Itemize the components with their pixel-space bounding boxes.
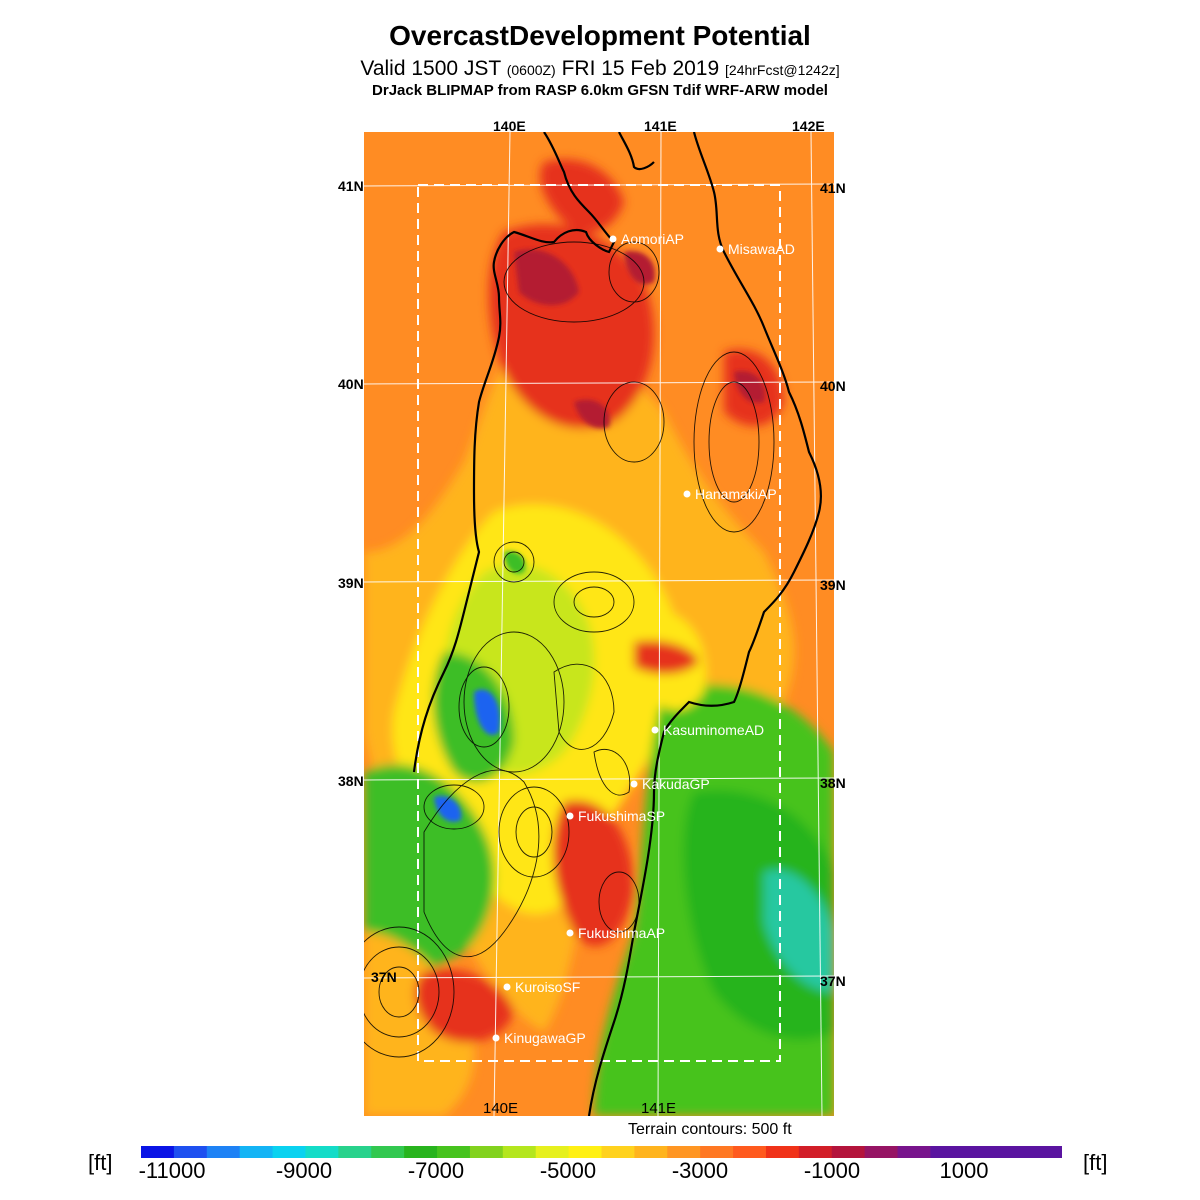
colorbar	[141, 1146, 1062, 1158]
colorbar-swatch	[272, 1146, 306, 1158]
valid-time-line: Valid 1500 JST (0600Z) FRI 15 Feb 2019 […	[0, 57, 1200, 81]
colorbar-swatch	[996, 1146, 1030, 1158]
lat-label-right-38: 38N	[820, 775, 846, 791]
colorbar-label-1: -9000	[275, 1158, 333, 1183]
lat-label-left-39: 39N	[338, 575, 364, 591]
colorbar-label-5: -1000	[803, 1158, 861, 1183]
colorbar-swatch	[897, 1146, 931, 1158]
site-markers	[492, 235, 724, 1042]
lon-label-top-141: 141E	[644, 118, 677, 134]
inner-domain-box	[417, 184, 781, 1062]
colorbar-swatch	[206, 1146, 241, 1158]
colorbar-swatch	[305, 1146, 339, 1158]
graticule	[364, 132, 834, 1116]
colorbar-swatch	[173, 1146, 208, 1158]
field-shading	[364, 159, 834, 1116]
forecast-info: [24hrFcst@1242z]	[725, 62, 840, 78]
colorbar-unit-right: [ft]	[1083, 1150, 1108, 1175]
colorbar-swatch	[437, 1146, 471, 1158]
site-label-kinugawa: KinugawaGP	[504, 1030, 586, 1046]
colorbar-swatch	[568, 1146, 602, 1158]
colorbar-swatch	[535, 1146, 570, 1158]
lat-label-right-40: 40N	[820, 378, 846, 394]
site-label-aomori: AomoriAP	[621, 231, 685, 247]
valid-zulu: (0600Z)	[506, 62, 556, 78]
colorbar-swatch	[798, 1146, 833, 1158]
forecast-map: AomoriAP MisawaAD HanamakiAP KasuminomeA…	[364, 132, 834, 1116]
lon-label-top-142: 142E	[792, 118, 825, 134]
colorbar-swatch	[141, 1146, 175, 1158]
colorbar-label-4: -3000	[671, 1158, 729, 1183]
lat-label-right-37: 37N	[820, 973, 846, 989]
colorbar-swatch	[1029, 1146, 1062, 1158]
colorbar-swatch	[239, 1146, 274, 1158]
lat-label-left-38: 38N	[338, 773, 364, 789]
colorbar-swatch	[864, 1146, 899, 1158]
coastline	[412, 132, 823, 1116]
lat-label-left-41: 41N	[338, 178, 364, 194]
site-label-kuroiso: KuroisoSF	[515, 979, 581, 995]
colorbar-swatch	[930, 1146, 964, 1158]
colorbar-label-0: -11000	[138, 1158, 206, 1183]
lat-label-left-40: 40N	[338, 376, 364, 392]
colorbar-swatch	[700, 1146, 734, 1158]
colorbar-swatch	[963, 1146, 997, 1158]
colorbar-swatch	[634, 1146, 668, 1158]
valid-prefix: Valid 1500 JST	[360, 57, 501, 80]
colorbar-swatch	[831, 1146, 866, 1158]
page-title: OvercastDevelopment Potential	[389, 20, 811, 51]
model-subtitle: DrJack BLIPMAP from RASP 6.0km GFSN Tdif…	[372, 82, 828, 99]
lat-label-right-39: 39N	[820, 577, 846, 593]
site-label-hanamaki: HanamakiAP	[695, 486, 777, 502]
lon-label-top-140: 140E	[493, 118, 526, 134]
site-label-fukushima-sp: FukushimaSP	[578, 808, 666, 824]
site-label-misawa: MisawaAD	[728, 241, 795, 257]
colorbar-label-6: 1000	[939, 1158, 989, 1183]
terrain-contour-note: Terrain contours: 500 ft	[628, 1121, 792, 1138]
colorbar-swatch	[404, 1146, 438, 1158]
field-extremes	[434, 249, 765, 822]
site-label-kakuda: KakudaGP	[642, 776, 710, 792]
terrain-contours	[364, 241, 775, 1058]
colorbar-swatch	[733, 1146, 767, 1158]
colorbar-swatch	[765, 1146, 800, 1158]
valid-date: FRI 15 Feb 2019	[561, 57, 720, 80]
lon-label-bottom-141: 141E	[641, 1100, 677, 1117]
lat-label-right-41: 41N	[820, 180, 846, 196]
colorbar-swatch	[601, 1146, 635, 1158]
colorbar-swatch	[469, 1146, 504, 1158]
lat-label-left-37: 37N	[371, 969, 397, 985]
colorbar-label-2: -7000	[407, 1158, 465, 1183]
site-label-fukushima-ap: FukushimaAP	[578, 925, 666, 941]
colorbar-label-3: -5000	[539, 1158, 597, 1183]
colorbar-swatch	[667, 1146, 701, 1158]
colorbar-unit-left: [ft]	[88, 1150, 113, 1175]
colorbar-swatch	[338, 1146, 372, 1158]
site-label-kasuminome: KasuminomeAD	[663, 722, 765, 738]
lon-label-bottom-140: 140E	[483, 1100, 519, 1117]
colorbar-swatch	[371, 1146, 405, 1158]
colorbar-swatch	[502, 1146, 537, 1158]
